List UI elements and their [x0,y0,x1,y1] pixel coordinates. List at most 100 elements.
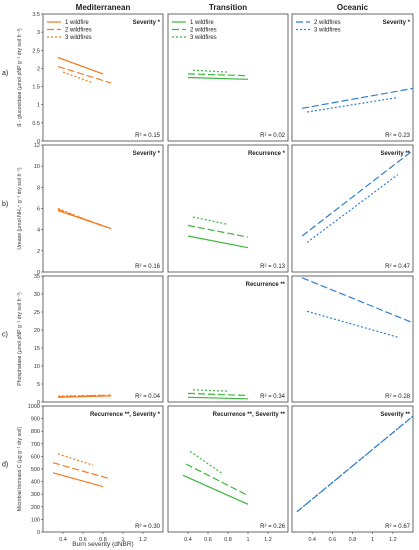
r-squared-label: R² = 0.13 [260,264,286,270]
y-tick-label: 700 [31,442,40,448]
y-tick-label: 15 [34,346,40,352]
y-tick-label: 10 [34,164,40,170]
panel-1-2: Severity ** R² = 0.47 [291,144,414,273]
series-line-solid [187,76,249,80]
y-tick-label: 3.5 [32,12,40,18]
series-line-dashed [187,73,249,77]
panel-2-2: R² = 0.28 [291,275,414,403]
series-line-solid [182,474,249,505]
y-tick-label: 0 [37,400,40,406]
panel-1-1: Recurrence * R² = 0.13 [167,144,289,273]
r-squared-label: R² = 0.26 [260,524,286,530]
y-tick-label: 0.5 [32,121,40,127]
series-line-dashed [57,66,112,84]
x-tick-label: 0.4 [308,537,316,543]
panel-frame [42,405,164,533]
y-tick-label: 25 [34,310,40,316]
series-line-dotted [57,207,104,228]
series-line-dotted [296,415,414,513]
panel-frame [42,13,164,142]
legend-label: 3 wildfires [314,28,341,34]
panel-frame [167,275,289,403]
r-squared-label: R² = 0.15 [135,133,161,139]
panel-2-0: 0 5 10 15 20 25 30 35 R² = 0.04 [34,274,164,406]
y-tick-label: 2 [37,249,40,255]
series-line-dotted [189,450,224,475]
y-tick-label: 12 [34,143,40,149]
y-tick-label: 900 [31,417,40,423]
r-squared-label: R² = 0.28 [385,394,411,400]
series-line-dashed [52,462,112,480]
r-squared-label: R² = 0.30 [135,524,161,530]
panel-0-1: R² = 0.02 [167,13,289,142]
significance-annotation: Severity * [133,151,161,157]
y-tick-label: 8 [37,185,40,191]
significance-annotation: Severity * [133,20,161,26]
y-tick-label: 100 [31,517,40,523]
y-tick-label: 400 [31,480,40,486]
r-squared-label: R² = 0.23 [385,133,411,139]
y-axis-label: Phosphatase (µmol pNP g⁻¹ dry soil h⁻¹) [17,292,23,386]
x-tick-label: 0.6 [329,537,337,543]
significance-annotation: Recurrence **, Severity ** [213,412,286,418]
series-line-dashed [187,392,249,397]
y-tick-label: 200 [31,505,40,511]
significance-annotation: Severity ** [380,412,410,418]
panel-frame [42,144,164,273]
y-tick-label: 5 [37,382,40,388]
panel-frame [167,405,289,533]
panel-2-1: Recurrence ** R² = 0.34 [167,275,289,403]
series-line-dashed [301,87,414,109]
y-tick-label: 1.5 [32,85,40,91]
y-tick-label: 4 [37,228,40,234]
significance-annotation: Recurrence ** [246,282,286,288]
x-tick-label: 1 [246,537,249,543]
y-tick-label: 0 [37,530,40,536]
significance-annotation: Severity ** [380,151,410,157]
y-tick-label: 600 [31,454,40,460]
y-tick-label: 0 [37,270,40,276]
column-header-oceanic: Oceanic [337,3,369,12]
series-line-dashed [57,209,112,230]
series-line-dotted [192,389,229,392]
panel-0-2: Severity * R² = 0.23 [291,13,414,142]
x-tick-label: 0.6 [204,537,212,543]
y-tick-label: 1000 [28,404,40,410]
y-tick-label: 1 [37,103,40,109]
panel-3-2: 0.4 0.6 0.8 1 1.2 Severity ** R² = 0.67 [291,405,414,543]
panel-3-1: 0.4 0.6 0.8 1 1.2 Recurrence **, Severity ** R… [167,405,289,543]
y-axis-label: ß - glucosidase (µmol pNP g⁻¹ dry soil h… [17,28,23,127]
legend-label: 2 wildfires [190,28,217,34]
x-tick-label: 1 [371,537,374,543]
series-line-dashed [301,149,414,237]
panel-3-0: 0 100 200 300 400 500 600 700 800 900 1000 0.4 0.6 0.… [28,404,164,543]
series-line-solid [187,235,249,249]
y-tick-label: 35 [34,274,40,280]
y-tick-label: 800 [31,429,40,435]
series-line-dotted [306,174,399,243]
y-tick-label: 20 [34,328,40,334]
y-tick-label: 2.5 [32,48,40,54]
legend-oceanic: 2 wildfires 3 wildfires [296,20,341,34]
panel-1-0: 0 2 4 6 8 10 12 Severity * R² = 0.16 [34,143,164,276]
y-tick-label: 0 [37,139,40,145]
panel-frame [291,275,414,403]
series-line-solid [57,56,104,75]
y-tick-label: 3 [37,30,40,36]
x-axis-label: Burn severity (dNBR) [72,541,133,548]
series-line-dotted [192,216,229,225]
column-header-transition: Transition [209,3,247,12]
legend-label: 3 wildfires [65,35,92,41]
legend-label: 1 wildfire [65,20,89,26]
r-squared-label: R² = 0.04 [135,394,161,400]
y-tick-label: 6 [37,207,40,213]
panel-frame [167,144,289,273]
x-tick-label: 0.8 [224,537,232,543]
y-tick-label: 30 [34,292,40,298]
x-tick-label: 0.8 [99,537,107,543]
x-tick-label: 1 [121,537,124,543]
x-tick-label: 1.2 [389,537,397,543]
significance-annotation: Recurrence * [248,151,286,157]
